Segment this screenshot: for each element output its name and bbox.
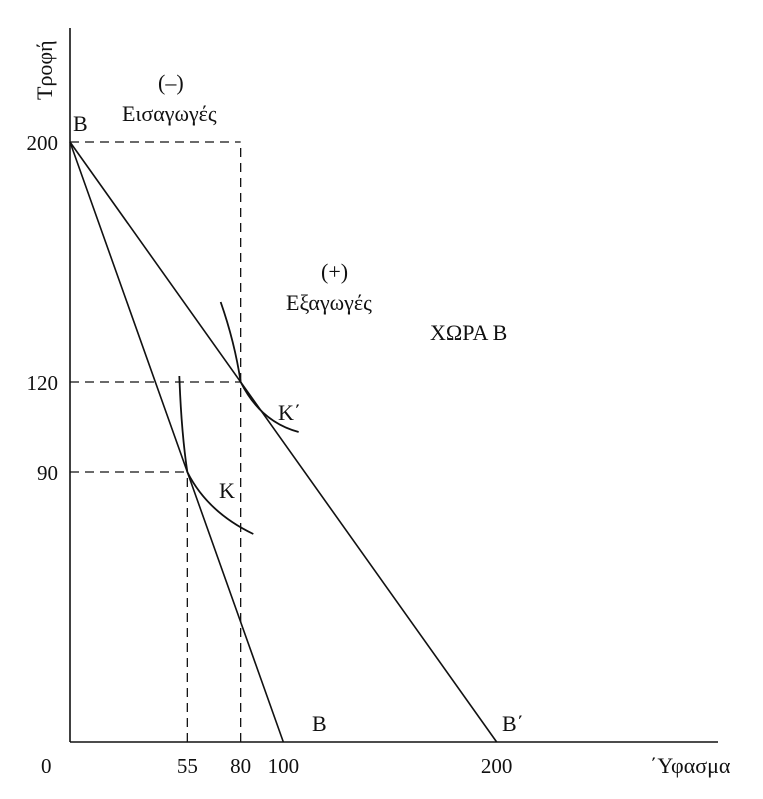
point-label-k: K: [219, 478, 235, 503]
exports-label: Εξαγωγές: [286, 290, 372, 315]
x-tick-label: 200: [481, 754, 513, 778]
imports-label: Εισαγωγές: [122, 101, 217, 126]
budget-lines: [69, 141, 498, 743]
axes: [69, 28, 718, 743]
point-label-b: B: [312, 711, 327, 736]
exports-sign: (+): [321, 259, 348, 284]
point-label-b-prime: B΄: [502, 711, 524, 736]
point-label-top-b: B: [73, 111, 88, 136]
y-axis-label: Τροφή: [32, 40, 57, 100]
imports-sign: (–): [158, 70, 184, 95]
country-label: ΧΩΡΑ Β: [430, 320, 507, 345]
x-tick-label: 55: [177, 754, 198, 778]
y-tick-label: 90: [37, 461, 58, 485]
origin-label: 0: [41, 754, 52, 778]
x-tick-label: 100: [268, 754, 300, 778]
budget-line-b: [69, 141, 285, 743]
y-tick-label: 120: [27, 371, 59, 395]
point-label-k-prime: K΄: [278, 400, 301, 425]
tick-labels: 55 80 100 200 90 120 200: [27, 131, 513, 778]
indifference-curve-k-prime: [219, 301, 299, 433]
guide-lines: [70, 141, 242, 742]
y-tick-label: 200: [27, 131, 59, 155]
x-axis-label: ΄Υφασμα: [650, 753, 731, 778]
indifference-curves: [178, 301, 299, 535]
indifference-curve-k: [178, 375, 254, 535]
x-tick-label: 80: [230, 754, 251, 778]
budget-line-b-prime: [69, 141, 498, 743]
